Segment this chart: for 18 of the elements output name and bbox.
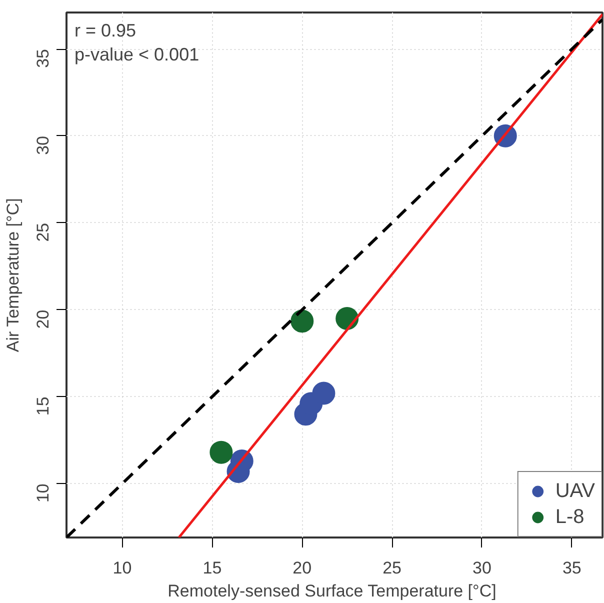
y-tick-label: 15 — [34, 396, 52, 416]
y-tick-label: 30 — [34, 136, 52, 155]
annotation: r = 0.95 — [74, 20, 136, 40]
y-axis-title: Air Temperature [°C] — [4, 198, 22, 352]
x-tick-label: 20 — [292, 558, 312, 578]
x-tick-label: 30 — [472, 558, 492, 578]
legend-label: UAV — [555, 480, 595, 502]
y-tick-label: 35 — [34, 48, 52, 68]
x-tick-label: 10 — [112, 558, 132, 578]
legend-label: L-8 — [555, 506, 584, 528]
x-tick-label: 15 — [202, 558, 222, 578]
annotation: p-value < 0.001 — [74, 44, 200, 64]
x-tick-label: 35 — [562, 558, 582, 578]
x-axis-title: Remotely-sensed Surface Temperature [°C] — [168, 582, 496, 600]
y-tick-label: 10 — [34, 484, 52, 503]
x-tick-label: 25 — [382, 558, 402, 578]
y-tick-label: 20 — [34, 310, 52, 329]
y-tick-label: 25 — [34, 222, 52, 242]
